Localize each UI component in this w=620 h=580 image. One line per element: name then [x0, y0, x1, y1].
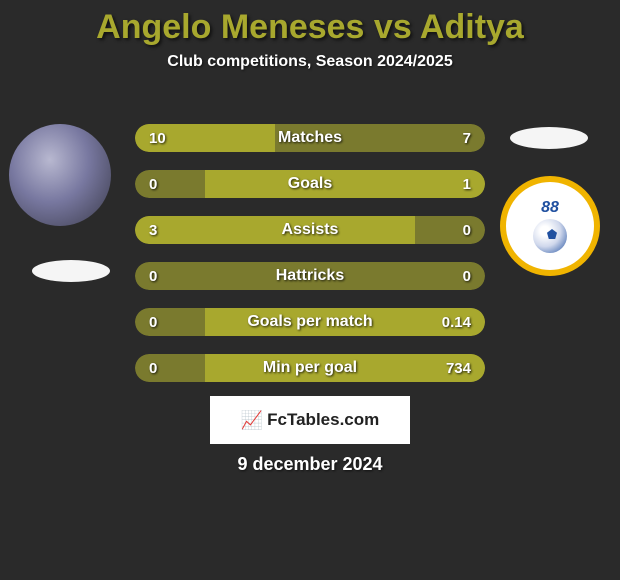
stat-row: 107Matches [135, 124, 485, 152]
player-right-flag [510, 127, 588, 149]
player-left-avatar [9, 124, 111, 226]
soccer-ball-icon [533, 219, 567, 253]
stat-label: Min per goal [135, 354, 485, 382]
comparison-title: Angelo Meneses vs Aditya [0, 0, 620, 47]
stat-row: 01Goals [135, 170, 485, 198]
stat-label: Matches [135, 124, 485, 152]
badge-number: 88 [541, 199, 559, 217]
stat-row: 30Assists [135, 216, 485, 244]
footer-date: 9 december 2024 [0, 454, 620, 475]
comparison-subtitle: Club competitions, Season 2024/2025 [0, 53, 620, 71]
chart-icon: 📈 [241, 410, 263, 431]
stat-label: Hattricks [135, 262, 485, 290]
stats-container: 107Matches 01Goals 30Assists 00Hattricks 00.… [135, 124, 485, 400]
stat-label: Assists [135, 216, 485, 244]
player-left-flag [32, 260, 110, 282]
stat-row: 0734Min per goal [135, 354, 485, 382]
stat-label: Goals [135, 170, 485, 198]
stat-row: 00Hattricks [135, 262, 485, 290]
footer-site: FcTables.com [267, 410, 379, 430]
stat-row: 00.14Goals per match [135, 308, 485, 336]
player-right-club-badge: 88 [500, 176, 600, 276]
stat-label: Goals per match [135, 308, 485, 336]
footer-attribution: 📈 FcTables.com [210, 396, 410, 444]
